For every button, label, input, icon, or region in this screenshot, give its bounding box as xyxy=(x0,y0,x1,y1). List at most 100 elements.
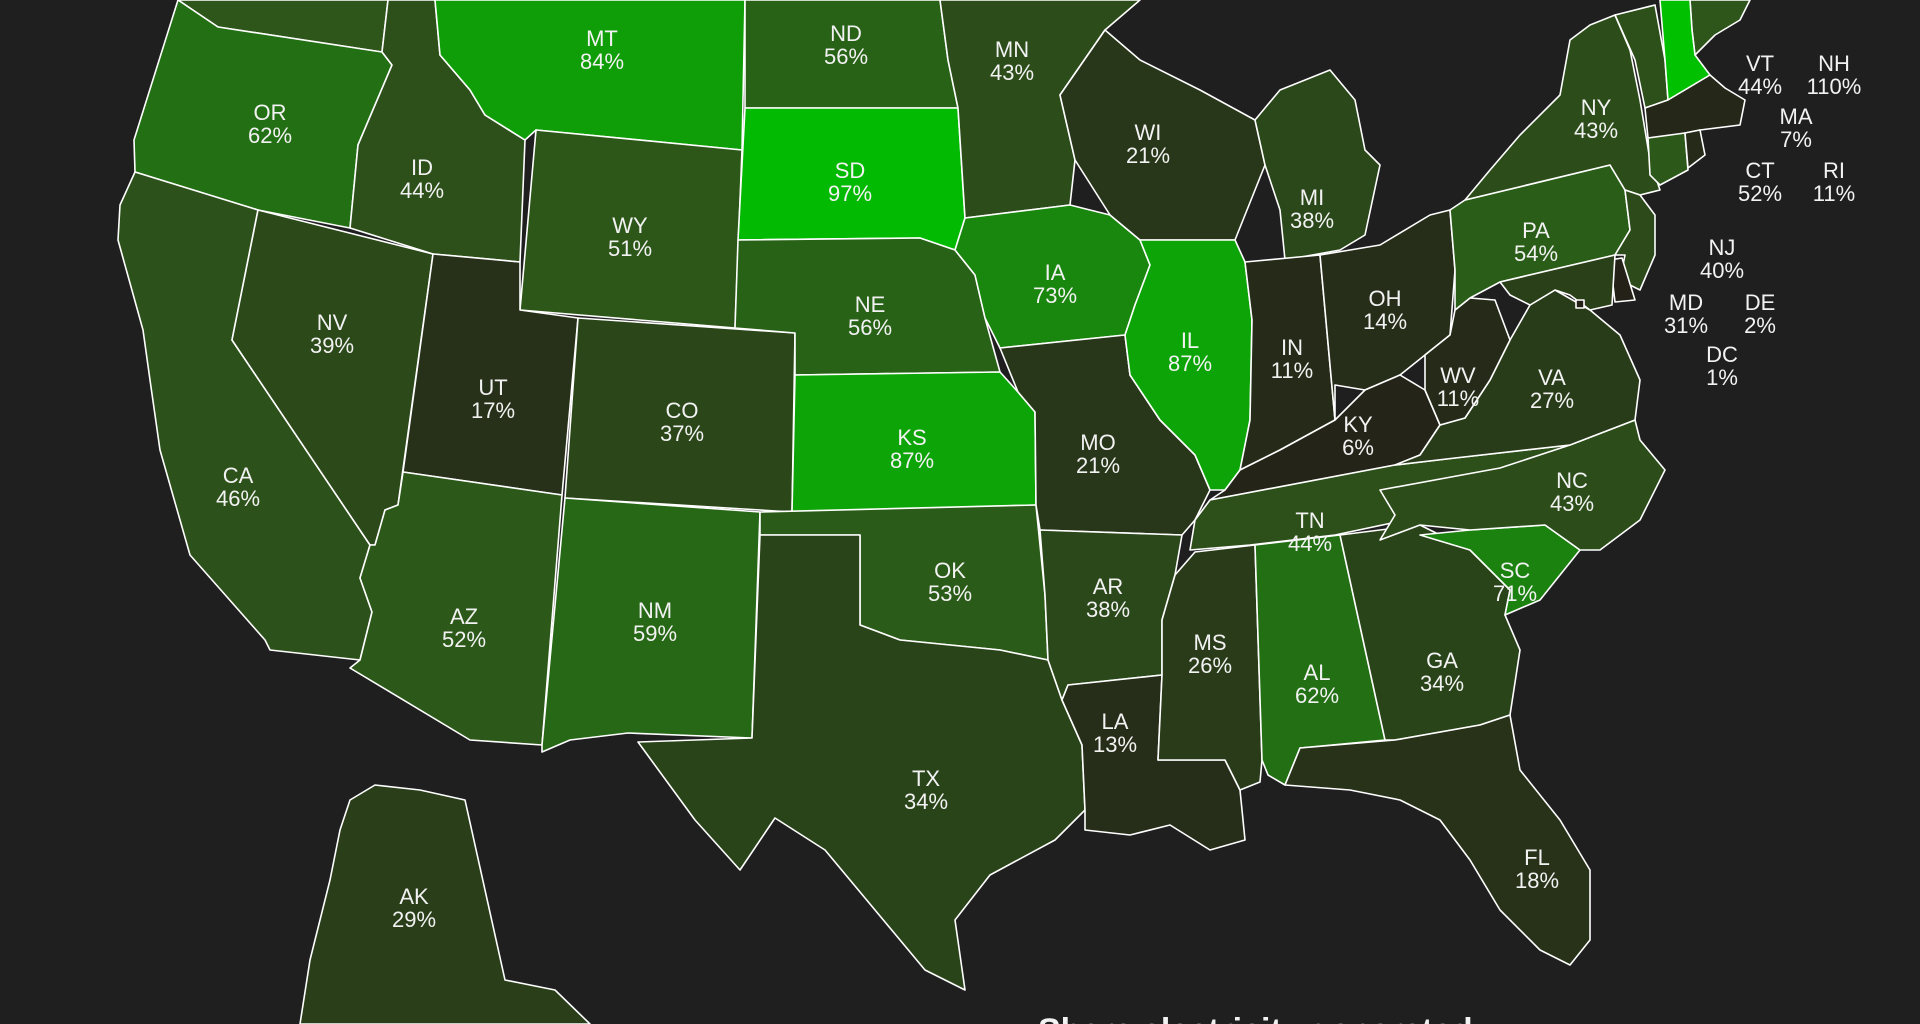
state-label-CO: CO xyxy=(666,398,699,423)
state-value-MN: 43% xyxy=(990,60,1034,85)
state-value-RI: 11% xyxy=(1813,181,1855,206)
state-label-MN: MN xyxy=(995,37,1029,62)
state-value-FL: 18% xyxy=(1515,868,1559,893)
state-value-GA: 34% xyxy=(1420,671,1464,696)
state-value-MS: 26% xyxy=(1188,653,1232,678)
state-value-NY: 43% xyxy=(1574,118,1618,143)
state-label-DC: DC xyxy=(1706,342,1738,367)
state-label-NV: NV xyxy=(317,310,348,335)
state-label-KS: KS xyxy=(897,425,926,450)
state-label-SC: SC xyxy=(1500,558,1531,583)
state-label-RI: RI xyxy=(1823,158,1845,183)
state-value-AL: 62% xyxy=(1295,683,1339,708)
state-value-NE: 56% xyxy=(848,315,892,340)
state-label-CT: CT xyxy=(1745,158,1774,183)
state-label-NJ: NJ xyxy=(1709,235,1736,260)
state-value-AK: 29% xyxy=(392,907,436,932)
state-label-MD: MD xyxy=(1669,290,1703,315)
state-NH xyxy=(1659,0,1711,101)
state-value-AR: 38% xyxy=(1086,597,1130,622)
state-label-OH: OH xyxy=(1369,286,1402,311)
state-label-NE: NE xyxy=(855,292,886,317)
state-label-OK: OK xyxy=(934,558,966,583)
state-label-FL: FL xyxy=(1524,845,1550,870)
state-value-IA: 73% xyxy=(1033,283,1077,308)
state-value-VT: 44% xyxy=(1738,74,1782,99)
state-value-KS: 87% xyxy=(890,448,934,473)
state-label-TN: TN xyxy=(1295,508,1324,533)
state-value-SD: 97% xyxy=(828,181,872,206)
state-TX xyxy=(637,534,1086,991)
state-value-NH: 110% xyxy=(1807,74,1862,99)
state-label-MS: MS xyxy=(1194,630,1227,655)
state-label-NM: NM xyxy=(638,598,672,623)
state-label-MT: MT xyxy=(586,26,618,51)
state-value-TX: 34% xyxy=(904,789,948,814)
state-MN xyxy=(939,0,1141,219)
state-MI xyxy=(1254,69,1381,261)
state-value-CT: 52% xyxy=(1738,181,1782,206)
state-label-ND: ND xyxy=(830,21,862,46)
state-value-IN: 11% xyxy=(1271,358,1313,383)
state-value-OR: 62% xyxy=(248,123,292,148)
map-caption: Share electricity generated xyxy=(1038,1012,1473,1024)
state-label-WI: WI xyxy=(1135,120,1162,145)
state-label-IN: IN xyxy=(1281,335,1303,360)
state-value-LA: 13% xyxy=(1093,732,1137,757)
state-label-OR: OR xyxy=(254,100,287,125)
state-label-LA: LA xyxy=(1102,709,1129,734)
state-value-WV: 11% xyxy=(1437,386,1479,411)
state-label-UT: UT xyxy=(478,375,507,400)
state-label-AR: AR xyxy=(1093,574,1124,599)
state-value-NJ: 40% xyxy=(1700,258,1744,283)
state-value-MA: 7% xyxy=(1780,127,1812,152)
state-value-NC: 43% xyxy=(1550,491,1594,516)
state-value-OH: 14% xyxy=(1363,309,1407,334)
state-value-NM: 59% xyxy=(633,621,677,646)
state-label-MI: MI xyxy=(1300,185,1324,210)
state-value-SC: 71% xyxy=(1493,581,1537,606)
state-value-MT: 84% xyxy=(580,49,624,74)
state-FL xyxy=(1284,714,1591,966)
state-label-PA: PA xyxy=(1522,218,1550,243)
state-MD xyxy=(1499,254,1616,311)
state-label-KY: KY xyxy=(1343,412,1373,437)
state-label-DE: DE xyxy=(1745,290,1776,315)
state-label-NC: NC xyxy=(1556,468,1588,493)
state-value-OK: 53% xyxy=(928,581,972,606)
state-value-IL: 87% xyxy=(1168,351,1212,376)
state-value-DE: 2% xyxy=(1744,313,1776,338)
state-label-AL: AL xyxy=(1304,660,1331,685)
state-AK xyxy=(299,784,591,1024)
state-label-IA: IA xyxy=(1045,260,1066,285)
state-label-ID: ID xyxy=(411,155,433,180)
state-label-WY: WY xyxy=(612,213,648,238)
state-CT xyxy=(1647,132,1689,186)
state-value-MD: 31% xyxy=(1664,313,1708,338)
state-value-CA: 46% xyxy=(216,486,260,511)
state-MT xyxy=(434,0,746,151)
state-label-IL: IL xyxy=(1181,328,1199,353)
state-value-CO: 37% xyxy=(660,421,704,446)
state-label-AZ: AZ xyxy=(450,604,478,629)
state-DC xyxy=(1575,299,1585,309)
state-label-MA: MA xyxy=(1780,104,1813,129)
state-value-TN: 44% xyxy=(1288,531,1332,556)
state-RI xyxy=(1684,129,1706,169)
state-label-SD: SD xyxy=(835,158,866,183)
state-value-ID: 44% xyxy=(400,178,444,203)
state-value-MO: 21% xyxy=(1076,453,1120,478)
state-NE xyxy=(734,237,1001,376)
state-label-VT: VT xyxy=(1746,51,1774,76)
state-label-CA: CA xyxy=(223,463,254,488)
state-label-VA: VA xyxy=(1538,365,1566,390)
state-value-UT: 17% xyxy=(471,398,515,423)
state-label-GA: GA xyxy=(1426,648,1458,673)
state-value-AZ: 52% xyxy=(442,627,486,652)
state-value-ND: 56% xyxy=(824,44,868,69)
state-label-MO: MO xyxy=(1080,430,1115,455)
state-value-KY: 6% xyxy=(1342,435,1374,460)
state-value-WY: 51% xyxy=(608,236,652,261)
state-value-WI: 21% xyxy=(1126,143,1170,168)
